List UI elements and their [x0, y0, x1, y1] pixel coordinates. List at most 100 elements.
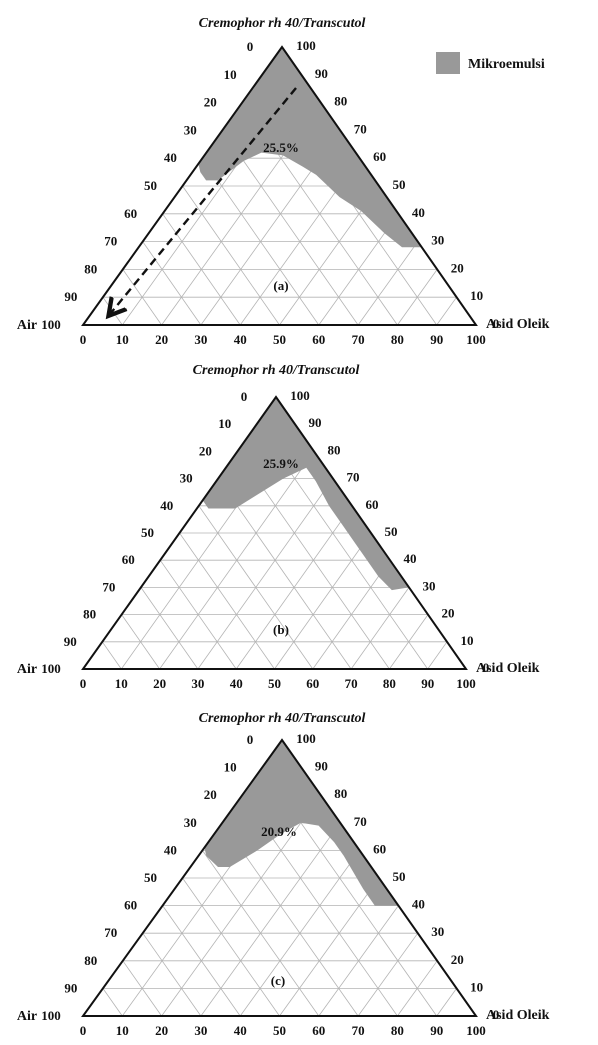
left-axis-tick: 90	[64, 980, 77, 995]
left-axis-tick: 10	[218, 416, 231, 431]
left-axis-tick: 100	[41, 661, 61, 676]
bottom-axis-tick: 100	[466, 332, 486, 347]
bottom-axis-tick: 40	[234, 1023, 247, 1038]
bottom-axis-tick: 0	[80, 332, 87, 347]
right-axis-tick: 40	[404, 551, 417, 566]
left-axis-tick: 90	[64, 289, 77, 304]
gridline	[197, 478, 334, 670]
right-axis-tick: 20	[451, 260, 464, 275]
right-axis-tick: 0	[493, 1007, 500, 1022]
gridline	[389, 614, 429, 670]
right-axis-tick: 10	[470, 979, 483, 994]
right-axis-tick: 0	[483, 660, 490, 675]
left-axis-tick: 50	[141, 525, 154, 540]
gridline	[397, 960, 438, 1017]
bottom-axis-tick: 80	[391, 1023, 404, 1038]
right-axis-tick: 80	[328, 442, 341, 457]
left-axis-tick: 10	[224, 67, 237, 82]
bottom-axis-tick: 30	[191, 676, 204, 691]
bottom-axis-tick: 50	[268, 676, 281, 691]
right-axis-tick: 10	[470, 288, 483, 303]
left-axis-tick: 60	[124, 898, 137, 913]
right-axis-tick: 20	[442, 606, 455, 621]
gridline	[140, 587, 199, 670]
ternary-panel-3: Cremophor rh 40/Transcutol 20.9% 0 10 20 30 40…	[17, 711, 550, 1038]
bottom-axis-tick: 50	[273, 332, 286, 347]
left-axis-tick: 50	[144, 870, 157, 885]
left-axis-tick: 70	[102, 579, 115, 594]
gridline	[427, 641, 448, 670]
left-axis-tick: 80	[84, 261, 97, 276]
gridline	[279, 877, 380, 1017]
gridline	[397, 269, 438, 326]
region-percent-label: 25.9%	[263, 456, 299, 471]
microemulsion-region	[202, 397, 409, 591]
right-axis-tick: 30	[423, 578, 436, 593]
dilution-line-arrow	[110, 87, 297, 314]
right-axis-tick: 10	[461, 633, 474, 648]
chart-title: Cremophor rh 40/Transcutol	[199, 711, 366, 726]
bottom-axis-tick: 90	[430, 1023, 443, 1038]
gridline	[357, 932, 419, 1017]
bottom-axis-tick: 0	[80, 1023, 87, 1038]
right-axis-tick: 60	[366, 497, 379, 512]
right-axis-tick: 20	[451, 952, 464, 967]
gridline	[221, 130, 359, 326]
gridline	[357, 241, 419, 326]
right-axis-tick: 90	[309, 415, 322, 430]
gridline	[142, 241, 202, 326]
bottom-axis-tick: 10	[115, 676, 128, 691]
vertex-label-air: Air	[17, 662, 37, 677]
bottom-axis-tick: 40	[230, 676, 243, 691]
ternary-panel-1: Cremophor rh 40/Transcutol 25.5% 0 10 20 30 40…	[17, 16, 550, 347]
right-axis-tick: 40	[412, 205, 425, 220]
bottom-axis-tick: 10	[116, 1023, 129, 1038]
bottom-axis-tick: 100	[466, 1023, 486, 1038]
bottom-axis-tick: 70	[345, 676, 358, 691]
bottom-axis-tick: 80	[383, 676, 396, 691]
triangle-outline	[81, 395, 468, 670]
left-axis-tick: 0	[247, 39, 254, 54]
legend-swatch	[436, 52, 460, 74]
bottom-axis-tick: 20	[153, 676, 166, 691]
left-axis-tick: 60	[122, 552, 135, 567]
region-percent-label: 20.9%	[261, 824, 297, 839]
left-axis-tick: 30	[184, 122, 197, 137]
vertex-label-air: Air	[17, 318, 37, 333]
panel-label: (b)	[273, 622, 289, 637]
bottom-axis-tick: 90	[421, 676, 434, 691]
gridline	[217, 478, 352, 670]
right-axis-tick: 30	[431, 924, 444, 939]
vertex-label-asid-oleik: Asid Oleik	[486, 317, 550, 332]
right-axis-tick: 50	[393, 869, 406, 884]
bottom-axis-tick: 60	[312, 1023, 325, 1038]
gridline	[274, 532, 372, 670]
gridline	[182, 185, 280, 326]
right-axis-tick: 30	[431, 233, 444, 248]
gridline	[101, 641, 122, 670]
left-axis-tick: 40	[160, 498, 173, 513]
right-axis-tick: 70	[347, 470, 360, 485]
vertex-label-asid-oleik: Asid Oleik	[486, 1008, 550, 1023]
right-axis-tick: 60	[373, 841, 386, 856]
bottom-axis-tick: 60	[306, 676, 319, 691]
bottom-axis-tick: 10	[116, 332, 129, 347]
gridline	[318, 905, 399, 1017]
bottom-axis-tick: 100	[456, 676, 476, 691]
gridline	[312, 559, 391, 670]
left-axis-tick: 20	[204, 787, 217, 802]
bottom-axis-tick: 20	[155, 332, 168, 347]
panel-label: (c)	[271, 973, 285, 988]
gridline	[436, 296, 457, 326]
panel-label: (a)	[273, 278, 288, 293]
right-axis-tick: 100	[296, 731, 316, 746]
legend-label: Mikroemulsi	[468, 57, 545, 72]
right-axis-tick: 100	[296, 38, 316, 53]
bottom-axis-tick: 30	[194, 332, 207, 347]
region-percent-label: 25.5%	[263, 140, 299, 155]
triangle-outline	[81, 738, 478, 1017]
triangle-outline	[81, 45, 478, 326]
right-axis-tick: 90	[315, 66, 328, 81]
left-axis-tick: 100	[41, 1008, 61, 1023]
left-axis-tick: 70	[104, 925, 117, 940]
